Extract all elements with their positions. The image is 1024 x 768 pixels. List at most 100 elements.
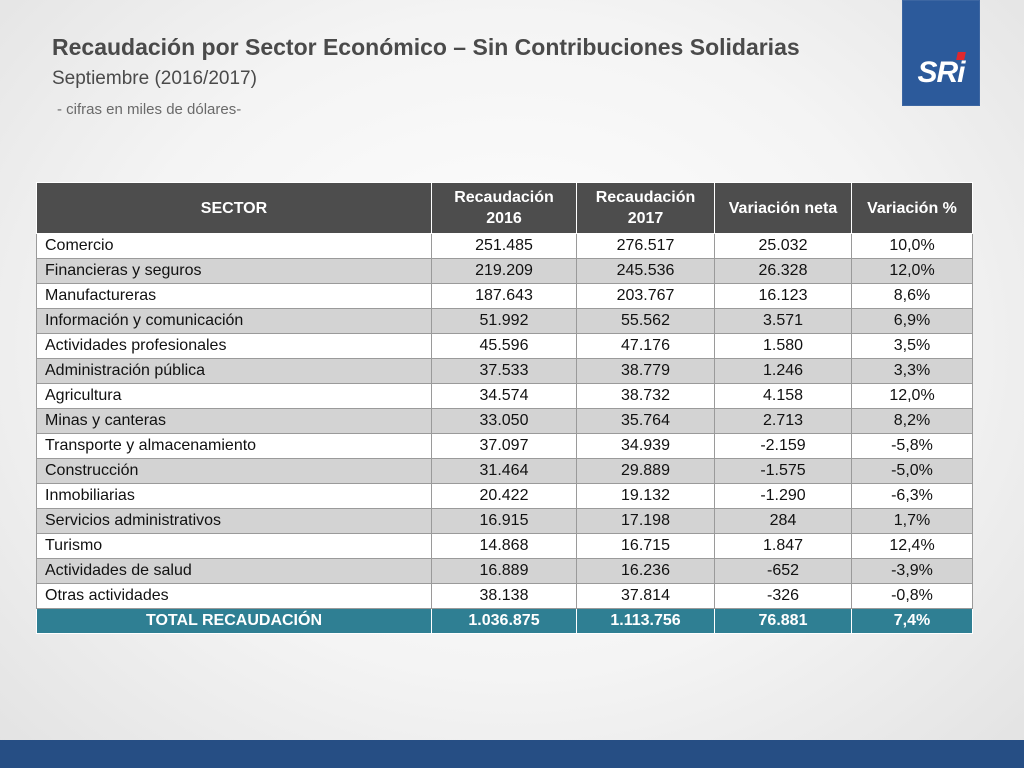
sector-cell: Servicios administrativos: [36, 508, 432, 534]
variacion-pct-cell: 12,4%: [851, 533, 973, 559]
sector-cell: Información y comunicación: [36, 308, 432, 334]
table-row: Agricultura 34.574 38.732 4.158 12,0%: [36, 383, 973, 409]
header-recaudacion-2016-line2: 2016: [486, 210, 522, 227]
sector-cell: Financieras y seguros: [36, 258, 432, 284]
recaudacion-2017-cell: 203.767: [576, 283, 715, 309]
page-title: Recaudación por Sector Económico – Sin C…: [52, 34, 800, 60]
recaudacion-2016-cell: 187.643: [431, 283, 577, 309]
sector-cell: Actividades profesionales: [36, 333, 432, 359]
recaudacion-2017-cell: 37.814: [576, 583, 715, 609]
recaudacion-2016-cell: 45.596: [431, 333, 577, 359]
variacion-neta-cell: 1.246: [714, 358, 852, 384]
sri-logo: SRi: [902, 0, 980, 106]
variacion-neta-cell: 4.158: [714, 383, 852, 409]
recaudacion-2017-cell: 17.198: [576, 508, 715, 534]
table-header-row: SECTOR Recaudación 2016 Recaudación 2017…: [36, 182, 973, 234]
variacion-neta-cell: -2.159: [714, 433, 852, 459]
table-row: Servicios administrativos 16.915 17.198 284…: [36, 508, 973, 534]
table-row: Minas y canteras 33.050 35.764 2.713 8,2%: [36, 408, 973, 434]
recaudacion-2016-cell: 37.097: [431, 433, 577, 459]
recaudacion-2017-cell: 38.732: [576, 383, 715, 409]
variacion-pct-cell: -5,0%: [851, 458, 973, 484]
sector-cell: Otras actividades: [36, 583, 432, 609]
recaudacion-2017-cell: 16.715: [576, 533, 715, 559]
recaudacion-table: SECTOR Recaudación 2016 Recaudación 2017…: [36, 182, 973, 634]
header-recaudacion-2017-line2: 2017: [627, 210, 664, 227]
total-variacion-neta: 76.881: [714, 608, 852, 634]
sector-cell: Minas y canteras: [36, 408, 432, 434]
variacion-neta-cell: 3.571: [714, 308, 852, 334]
table-row: Construcción 31.464 29.889 -1.575 -5,0%: [36, 458, 973, 484]
variacion-pct-cell: 8,6%: [851, 283, 973, 309]
page-subtitle: Septiembre (2016/2017): [52, 68, 257, 89]
sector-cell: Turismo: [36, 533, 432, 559]
variacion-neta-cell: -652: [714, 558, 852, 584]
sector-cell: Comercio: [36, 233, 432, 259]
variacion-neta-cell: 1.580: [714, 333, 852, 359]
recaudacion-2016-cell: 20.422: [431, 483, 577, 509]
variacion-pct-cell: -5,8%: [851, 433, 973, 459]
variacion-neta-cell: -326: [714, 583, 852, 609]
total-recaudacion-2017: 1.113.756: [576, 608, 715, 634]
total-variacion-pct: 7,4%: [851, 608, 973, 634]
header-variacion-pct: Variación %: [851, 182, 973, 234]
variacion-neta-cell: 2.713: [714, 408, 852, 434]
table-row: Transporte y almacenamiento 37.097 34.939-…: [36, 433, 973, 459]
table-row: Información y comunicación 51.992 55.562 3.…: [36, 308, 973, 334]
recaudacion-2017-cell: 34.939: [576, 433, 715, 459]
total-label: TOTAL RECAUDACIÓN: [36, 608, 432, 634]
recaudacion-2016-cell: 219.209: [431, 258, 577, 284]
recaudacion-2016-cell: 16.889: [431, 558, 577, 584]
recaudacion-2017-cell: 276.517: [576, 233, 715, 259]
total-row: TOTAL RECAUDACIÓN 1.036.875 1.113.756 76…: [36, 608, 973, 634]
variacion-neta-cell: 1.847: [714, 533, 852, 559]
header-variacion-neta: Variación neta: [714, 182, 852, 234]
recaudacion-2017-cell: 38.779: [576, 358, 715, 384]
recaudacion-2017-cell: 19.132: [576, 483, 715, 509]
recaudacion-2016-cell: 51.992: [431, 308, 577, 334]
recaudacion-2017-cell: 35.764: [576, 408, 715, 434]
sector-cell: Agricultura: [36, 383, 432, 409]
total-recaudacion-2016: 1.036.875: [431, 608, 577, 634]
sector-cell: Construcción: [36, 458, 432, 484]
variacion-pct-cell: 3,5%: [851, 333, 973, 359]
variacion-pct-cell: -3,9%: [851, 558, 973, 584]
header-recaudacion-2016: Recaudación 2016: [431, 182, 577, 234]
header-sector: SECTOR: [36, 182, 432, 234]
variacion-pct-cell: 6,9%: [851, 308, 973, 334]
recaudacion-2016-cell: 14.868: [431, 533, 577, 559]
recaudacion-2016-cell: 37.533: [431, 358, 577, 384]
variacion-neta-cell: -1.575: [714, 458, 852, 484]
table-row: Inmobiliarias 20.422 19.132 -1.290 -6,3%: [36, 483, 973, 509]
table-row: Administración pública 37.533 38.779 1.246 3…: [36, 358, 973, 384]
recaudacion-2016-cell: 251.485: [431, 233, 577, 259]
variacion-neta-cell: 25.032: [714, 233, 852, 259]
table-row: Actividades profesionales 45.596 47.176 1.5…: [36, 333, 973, 359]
sector-cell: Inmobiliarias: [36, 483, 432, 509]
recaudacion-2016-cell: 34.574: [431, 383, 577, 409]
sector-cell: Manufactureras: [36, 283, 432, 309]
recaudacion-2017-cell: 29.889: [576, 458, 715, 484]
table-body: Comercio 251.485 276.517 25.032 10,0% Financi…: [36, 233, 973, 609]
variacion-pct-cell: -6,3%: [851, 483, 973, 509]
sector-cell: Transporte y almacenamiento: [36, 433, 432, 459]
table-row: Turismo 14.868 16.715 1.847 12,4%: [36, 533, 973, 559]
sector-cell: Actividades de salud: [36, 558, 432, 584]
variacion-pct-cell: 12,0%: [851, 383, 973, 409]
table-row: Comercio 251.485 276.517 25.032 10,0%: [36, 233, 973, 259]
header-recaudacion-2016-line1: Recaudación: [454, 189, 554, 206]
header-recaudacion-2017: Recaudación 2017: [576, 182, 715, 234]
variacion-pct-cell: 3,3%: [851, 358, 973, 384]
table-row: Otras actividades 38.138 37.814 -326 -0,8%: [36, 583, 973, 609]
variacion-neta-cell: 16.123: [714, 283, 852, 309]
recaudacion-2017-cell: 16.236: [576, 558, 715, 584]
footer-bar: [0, 740, 1024, 768]
recaudacion-2017-cell: 55.562: [576, 308, 715, 334]
logo-text: SRi: [917, 56, 965, 89]
table-row: Manufactureras 187.643 203.767 16.123 8,6%: [36, 283, 973, 309]
table-row: Actividades de salud 16.889 16.236 -652 -3,9…: [36, 558, 973, 584]
variacion-neta-cell: 26.328: [714, 258, 852, 284]
variacion-pct-cell: 8,2%: [851, 408, 973, 434]
variacion-neta-cell: 284: [714, 508, 852, 534]
header-recaudacion-2017-line1: Recaudación: [595, 189, 696, 206]
